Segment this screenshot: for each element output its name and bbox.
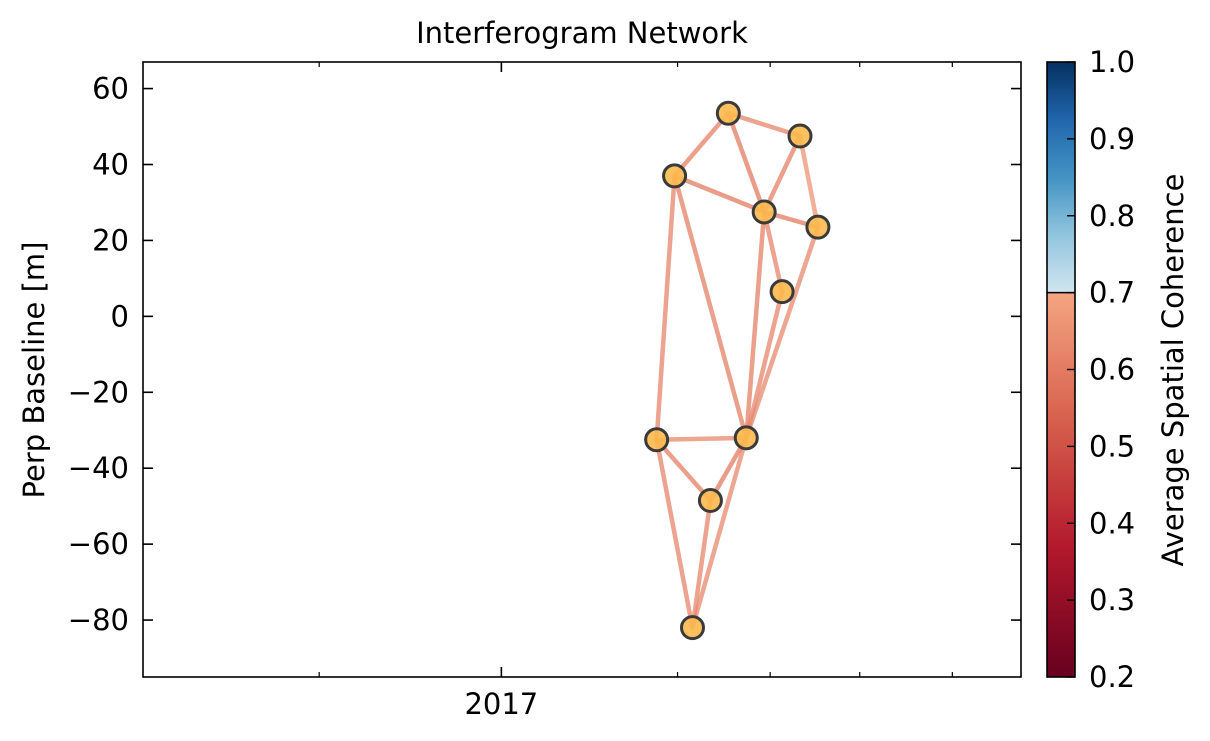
x-tick-label: 2017: [464, 687, 538, 721]
network-edge: [690, 435, 749, 630]
acquisition-node: [805, 214, 831, 240]
y-tick-label: −40: [68, 451, 129, 485]
colorbar-ticks: 1.0 0.9 0.8 0.7 0.6 0.5 0.4 0.3 0.2: [1047, 45, 1135, 694]
colorbar-tick-label: 0.9: [1089, 122, 1135, 156]
chart-title: Interferogram Network: [416, 16, 748, 50]
acquisition-node: [751, 199, 777, 225]
network-edge: [654, 173, 677, 442]
acquisition-node: [715, 100, 741, 126]
colorbar-tick-label: 1.0: [1089, 45, 1135, 79]
acquisition-node: [662, 163, 688, 189]
network-edge: [690, 498, 713, 630]
network-edge: [726, 111, 803, 139]
network-edge: [726, 111, 767, 215]
y-axis-label: Perp Baseline [m]: [17, 242, 51, 499]
acquisition-node: [697, 487, 723, 513]
network-edge: [744, 224, 821, 441]
acquisition-node: [733, 425, 759, 451]
network-edge: [672, 111, 731, 179]
y-axis-ticks: 60 40 20 0 −20 −40 −60 −80: [68, 72, 1021, 637]
y-tick-label: 0: [111, 299, 129, 333]
acquisition-node: [769, 279, 795, 305]
plot-frame: [142, 61, 1022, 678]
plot-area: [143, 62, 1021, 677]
network-edge: [672, 173, 749, 441]
network-edge: [797, 133, 821, 230]
y-tick-label: −60: [68, 527, 129, 561]
colorbar-tick-label: 0.6: [1089, 353, 1135, 387]
y-tick-label: 60: [92, 72, 129, 106]
colorbar-tick-label: 0.3: [1089, 583, 1135, 617]
network-edge: [761, 209, 785, 294]
y-tick-label: −80: [68, 603, 129, 637]
colorbar-low-fill: [1047, 293, 1075, 677]
y-tick-label: −20: [68, 375, 129, 409]
network-edge: [761, 133, 803, 215]
colorbar-label: Average Spatial Coherence: [1156, 174, 1190, 567]
colorbar-high-fill: [1047, 62, 1075, 293]
network-edge: [654, 437, 713, 503]
x-axis-ticks: 2017: [318, 62, 953, 721]
colorbar-tick-label: 0.5: [1089, 429, 1135, 463]
colorbar-tick-label: 0.7: [1089, 276, 1135, 310]
acquisition-node: [787, 123, 813, 149]
acquisition-node: [679, 615, 705, 641]
colorbar-tick-label: 0.8: [1089, 199, 1135, 233]
edges-layer: [654, 111, 821, 630]
colorbar-tick-label: 0.2: [1089, 660, 1135, 694]
y-tick-label: 40: [92, 148, 129, 182]
nodes-layer: [644, 100, 831, 641]
network-edge: [744, 209, 767, 441]
acquisition-node: [644, 427, 670, 453]
network-edge: [654, 435, 749, 442]
y-tick-label: 20: [92, 223, 129, 257]
network-edge: [672, 173, 767, 215]
colorbar-tick-label: 0.4: [1089, 506, 1135, 540]
network-edge: [654, 437, 695, 630]
